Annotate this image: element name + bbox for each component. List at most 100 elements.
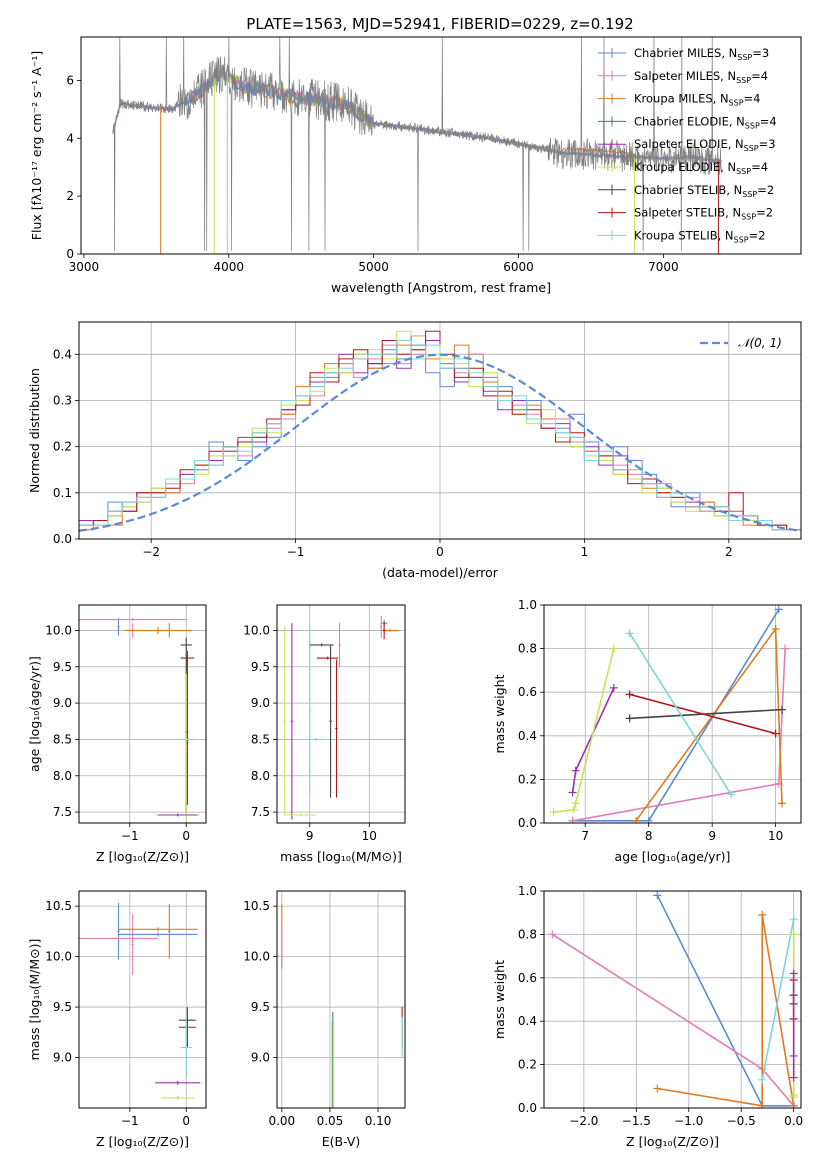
errorbar-point bbox=[335, 659, 338, 798]
panel-residuals: −2 −1 0 1 2 0.0 0.1 0.2 0.3 0.4 (data-model)/error… bbox=[27, 321, 802, 580]
x-tick-label: −1.5 bbox=[622, 1114, 651, 1128]
x-tick-label: 9 bbox=[306, 829, 314, 843]
y-tick-label: 0 bbox=[66, 247, 74, 261]
y-tick-label: 0.0 bbox=[518, 816, 537, 830]
panel-mass_vs_Z: −1 0 9.0 9.5 10.0 10.5 Z [log₁₀(Z/Z⊙)] mass [lo… bbox=[27, 890, 207, 1149]
x-tick-label: 0.0 bbox=[784, 1114, 803, 1128]
y-tick-label: 0.8 bbox=[518, 927, 537, 941]
y-tick-label: 1.0 bbox=[518, 598, 537, 612]
x-tick-label: 7000 bbox=[648, 260, 679, 274]
x-axis-label: E(B-V) bbox=[322, 1134, 361, 1149]
axes-frame bbox=[78, 890, 207, 1109]
errorbar-point bbox=[379, 615, 383, 638]
panel-spectrum: 3000 4000 5000 6000 7000 0 2 4 6 wavelength [Angs… bbox=[29, 36, 802, 295]
weight-marker bbox=[771, 624, 780, 633]
y-axis-label: age [log₁₀(age/yr)] bbox=[27, 656, 42, 772]
axes-frame bbox=[543, 890, 802, 1109]
weight-marker bbox=[771, 729, 780, 738]
y-axis-label: mass [log₁₀(M/M⊙)] bbox=[27, 939, 42, 1061]
y-tick-label: 0.4 bbox=[518, 1014, 537, 1028]
weight-marker bbox=[774, 605, 783, 614]
x-axis-label: (data-model)/error bbox=[382, 565, 499, 580]
y-tick-label: 0.4 bbox=[53, 347, 72, 361]
x-tick-label: −1 bbox=[121, 829, 139, 843]
weight-marker bbox=[548, 930, 557, 939]
y-tick-label: 0.8 bbox=[518, 642, 537, 656]
x-tick-label: −2.0 bbox=[569, 1114, 598, 1128]
x-axis-label: wavelength [Angstrom, rest frame] bbox=[331, 280, 551, 295]
errorbar-point bbox=[285, 813, 316, 817]
x-tick-label: 3000 bbox=[69, 260, 100, 274]
plot-area bbox=[548, 891, 798, 1108]
weight-marker bbox=[777, 799, 786, 808]
y-tick-label: 0.4 bbox=[518, 729, 537, 743]
y-axis-label: Flux [fλ10⁻¹⁷ erg cm⁻² s⁻¹ A⁻¹] bbox=[29, 51, 44, 240]
plot-area bbox=[283, 615, 400, 820]
errorbar-point bbox=[160, 1095, 195, 1100]
y-tick-label: 0.3 bbox=[53, 393, 72, 407]
x-tick-label: 4000 bbox=[213, 260, 244, 274]
errorbar-point bbox=[117, 903, 120, 960]
legend-entry: Salpeter STELIB, NSSP=2 bbox=[634, 206, 773, 222]
y-tick-label: 9.5 bbox=[251, 660, 270, 674]
y-axis-label: mass weight bbox=[492, 960, 507, 1039]
x-axis-label: mass [log₁₀(M/M⊙)] bbox=[280, 849, 402, 864]
y-tick-label: 10.0 bbox=[45, 950, 72, 964]
x-tick-label: −1 bbox=[121, 1114, 139, 1128]
x-tick-label: −1.0 bbox=[674, 1114, 703, 1128]
errorbar-point bbox=[283, 626, 286, 816]
legend: 𝒩(0, 1) bbox=[700, 336, 782, 350]
errorbar-point bbox=[308, 626, 311, 794]
y-tick-label: 9.0 bbox=[251, 1051, 270, 1065]
y-tick-label: 8.5 bbox=[53, 732, 72, 746]
x-axis-label: Z [log₁₀(Z/Z⊙)] bbox=[96, 849, 189, 864]
y-axis-label: Normed distribution bbox=[27, 368, 42, 493]
weight-marker bbox=[781, 644, 790, 653]
y-tick-label: 8.0 bbox=[251, 769, 270, 783]
errorbar-point bbox=[155, 1080, 201, 1085]
x-tick-label: 0 bbox=[436, 545, 444, 559]
x-tick-label: 0 bbox=[182, 829, 190, 843]
errorbar-point bbox=[117, 618, 120, 636]
legend-entry: 𝒩(0, 1) bbox=[738, 336, 782, 350]
y-tick-label: 10.5 bbox=[45, 899, 72, 913]
y-tick-label: 6 bbox=[66, 73, 74, 87]
weight-marker bbox=[568, 788, 577, 797]
weight-marker bbox=[609, 644, 618, 653]
legend: Chabrier MILES, NSSP=3 Salpeter MILES, NS… bbox=[598, 46, 777, 244]
errorbar-point bbox=[166, 623, 173, 638]
y-tick-label: 10.5 bbox=[243, 899, 270, 913]
y-tick-label: 8.0 bbox=[53, 769, 72, 783]
errorbar-point bbox=[158, 813, 198, 817]
errorbar-point bbox=[338, 623, 341, 667]
y-tick-label: 10.0 bbox=[243, 950, 270, 964]
axes-frame bbox=[276, 604, 406, 824]
x-tick-label: −0.5 bbox=[727, 1114, 756, 1128]
weight-marker bbox=[758, 1101, 767, 1108]
y-tick-label: 0.2 bbox=[518, 1058, 537, 1072]
errorbar-point bbox=[329, 644, 332, 798]
x-tick-label: 5000 bbox=[358, 260, 389, 274]
y-tick-label: 0.2 bbox=[53, 440, 72, 454]
weight-marker bbox=[789, 1073, 798, 1082]
y-tick-label: 4 bbox=[66, 131, 74, 145]
weight-marker bbox=[625, 629, 634, 638]
axes-frame bbox=[78, 604, 207, 824]
y-tick-label: 7.5 bbox=[53, 805, 72, 819]
legend-entry: Chabrier ELODIE, NSSP=4 bbox=[634, 114, 777, 130]
plot-area bbox=[79, 903, 201, 1100]
weight-marker bbox=[549, 808, 558, 817]
weight-line-salpeter_stelib bbox=[629, 693, 776, 735]
weight-marker bbox=[727, 790, 736, 799]
errorbar-point bbox=[118, 927, 198, 932]
weight-marker bbox=[571, 766, 580, 775]
errorbar-point bbox=[290, 623, 294, 820]
errorbar-point bbox=[180, 1017, 192, 1078]
y-tick-label: 0.1 bbox=[53, 486, 72, 500]
y-tick-label: 9.0 bbox=[53, 696, 72, 710]
y-axis-label: mass weight bbox=[492, 674, 507, 753]
legend-entry: Kroupa ELODIE, NSSP=4 bbox=[634, 160, 768, 176]
errorbar-point bbox=[79, 618, 187, 621]
errorbar-point bbox=[306, 737, 325, 741]
errorbar-point bbox=[178, 1007, 196, 1048]
